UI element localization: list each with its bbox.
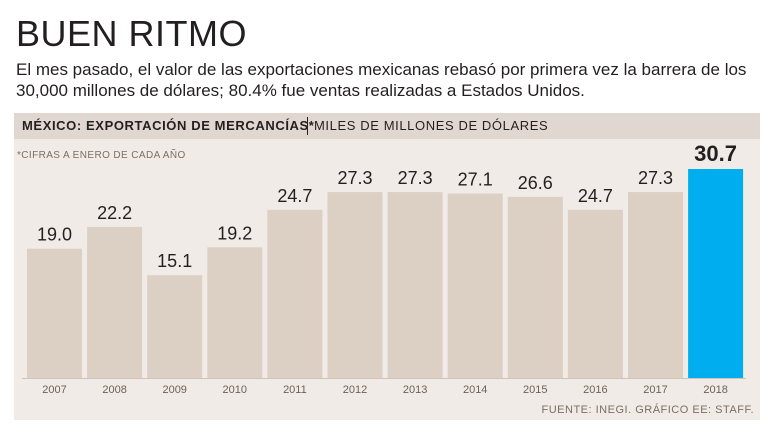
value-label-2013: 27.3 xyxy=(398,168,433,188)
value-label-2015: 26.6 xyxy=(518,173,553,193)
bar-2016 xyxy=(567,209,623,378)
value-label-2009: 15.1 xyxy=(157,251,192,271)
x-tick-2014: 2014 xyxy=(463,384,487,396)
value-label-2014: 27.1 xyxy=(458,170,493,190)
value-label-2017: 27.3 xyxy=(638,168,673,188)
bar-2013 xyxy=(387,192,443,378)
value-label-2008: 22.2 xyxy=(97,203,132,223)
bar-2012 xyxy=(327,192,383,378)
value-label-2012: 27.3 xyxy=(337,168,372,188)
header-separator xyxy=(307,117,308,135)
x-tick-2013: 2013 xyxy=(403,384,427,396)
value-label-2007: 19.0 xyxy=(37,225,72,245)
source-credit: FUENTE: INEGI. GRÁFICO EE: STAFF. xyxy=(541,404,754,416)
x-tick-2012: 2012 xyxy=(343,384,367,396)
x-tick-2008: 2008 xyxy=(102,384,126,396)
bar-2008 xyxy=(87,226,143,378)
value-label-2018: 30.7 xyxy=(694,141,737,166)
bar-2011 xyxy=(267,209,323,378)
chart-title: BUEN RITMO xyxy=(16,13,248,54)
x-tick-2016: 2016 xyxy=(583,384,607,396)
x-tick-2017: 2017 xyxy=(643,384,667,396)
x-tick-2007: 2007 xyxy=(42,384,66,396)
x-tick-2009: 2009 xyxy=(162,384,186,396)
x-tick-2018: 2018 xyxy=(703,384,727,396)
x-tick-2015: 2015 xyxy=(523,384,547,396)
bar-2017 xyxy=(628,192,683,378)
chart-unit-label: MILES DE MILLONES DE DÓLARES xyxy=(314,118,549,133)
value-label-2016: 24.7 xyxy=(578,186,613,206)
bar-2009 xyxy=(147,275,203,378)
bar-2007 xyxy=(27,248,82,378)
bar-2015 xyxy=(507,196,563,378)
chart-header-bar xyxy=(14,113,760,139)
chart-footnote: *CIFRAS A ENERO DE CADA AÑO xyxy=(17,150,186,161)
chart-header-title: MÉXICO: EXPORTACIÓN DE MERCANCÍAS* xyxy=(22,118,315,133)
value-label-2011: 24.7 xyxy=(277,186,312,206)
chart-subtitle: El mes pasado, el valor de las exportaci… xyxy=(16,60,747,100)
x-tick-2010: 2010 xyxy=(223,384,247,396)
value-label-2010: 19.2 xyxy=(217,223,252,243)
x-tick-2011: 2011 xyxy=(283,384,307,396)
bar-2014 xyxy=(447,193,503,378)
bar-2018 xyxy=(688,169,744,378)
bar-2010 xyxy=(207,247,263,378)
